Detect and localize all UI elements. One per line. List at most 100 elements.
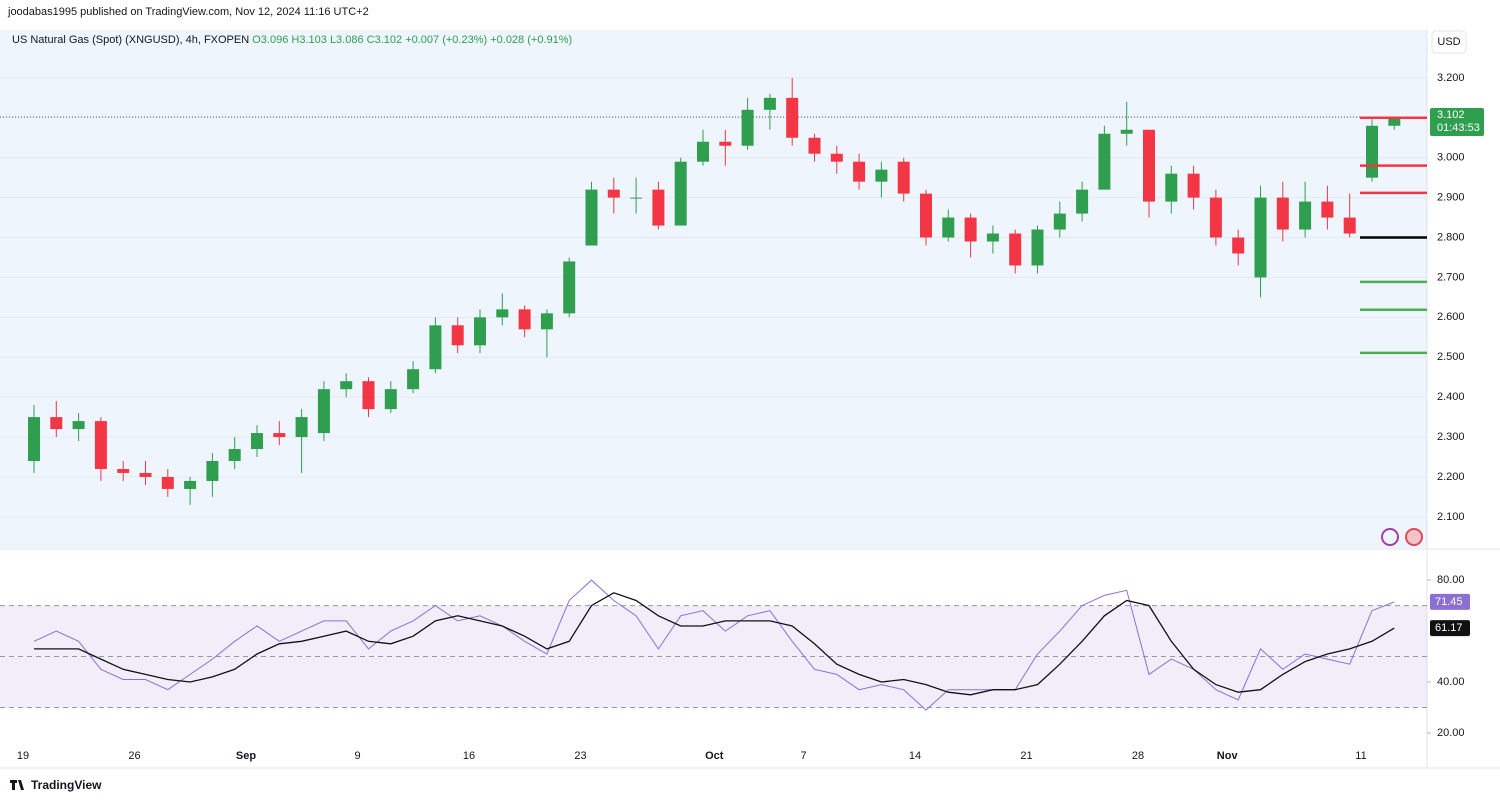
candle-body [920,193,932,238]
candle-body [1098,133,1111,190]
candle-body [384,389,397,410]
last-value-tag [1430,593,1470,610]
published: joodabas1995 published on TradingView.co… [8,6,369,18]
candle-body [28,417,40,462]
candle-body [474,317,486,346]
candle-body [273,433,286,438]
legend: US Natural Gas (Spot) (XNGUSD), 4h, FXOP… [12,34,572,46]
ohlc: C3.102 [366,34,403,46]
countdown: 01:43:53 [1437,122,1480,134]
candle-body [451,325,464,346]
x-tick-label: 19 [17,750,29,762]
candle-body [50,417,63,430]
candle-body [1076,189,1089,214]
rsi-line [33,579,1395,711]
x-tick-label: 28 [1132,750,1144,762]
candle-body [1232,237,1245,254]
event-icon [1381,528,1399,546]
candle-body [1388,116,1401,126]
y-tick-label: 2.400 [1437,391,1465,403]
y-tick-label: 2.800 [1437,231,1465,243]
candle-body [786,97,799,138]
brand-logo [10,780,24,790]
candle-body [674,161,687,226]
x-tick-label: 7 [800,750,806,762]
candle-body [1276,197,1289,230]
x-tick-label: 16 [463,750,475,762]
y-tick-label: 20.00 [1437,727,1465,739]
x-tick-label: Nov [1217,750,1239,762]
candle-body [1120,129,1133,134]
candle-body [1053,213,1066,230]
y-tick-label: 3.200 [1437,72,1465,84]
candle-body [1299,201,1312,230]
candle-body [830,153,843,162]
candle-body [228,449,241,462]
y-tick-label: 3.000 [1437,152,1465,164]
candle-body [1343,217,1356,234]
y-tick-label: 2.700 [1437,271,1465,283]
candle-body [763,97,776,110]
y-tick-label: 2.500 [1437,351,1465,363]
candle-body [540,313,553,330]
x-tick-label: 9 [354,750,360,762]
flag-icon [1405,528,1423,546]
price-pane [0,30,1427,548]
candle-body [741,109,754,146]
candle-body [317,389,330,434]
ohlc: O3.096 [252,34,289,46]
x-tick-label: Sep [236,750,256,762]
y-tick-label: 2.200 [1437,471,1465,483]
candle-body [1009,233,1022,266]
y-tick-label: 2.100 [1437,511,1465,523]
candle-body [808,137,821,154]
candle-body [585,189,598,246]
candle-body [719,141,732,146]
x-tick-label: 26 [128,750,140,762]
candle-body [1187,173,1200,198]
candle-body [1321,201,1334,218]
symbol: US Natural Gas (Spot) (XNGUSD), 4h, FXOP… [12,34,250,46]
candle-body [518,309,531,330]
candle-body [964,217,977,242]
candle-body [875,169,888,182]
candle-body [139,472,152,477]
y-tick-label: 2.300 [1437,431,1465,443]
last-value-tag [1430,620,1470,637]
candle-body [1143,129,1155,202]
rsi-line [34,592,1395,696]
candle-body [942,217,955,238]
y-tick-label: 2.900 [1437,192,1465,204]
candle-body [607,189,620,198]
top-bar [0,0,1500,30]
candle-body [206,461,219,481]
candle-body [340,381,353,390]
y-tick-label: 40.00 [1437,676,1465,688]
ohlc: H3.103 [291,34,327,46]
candle-body [496,309,509,318]
ohlc: L3.086 [329,34,364,46]
last-value: 61.17 [1435,622,1463,634]
candle-body [652,189,665,226]
candle-body [184,480,197,489]
price-tag-value: 3.102 [1437,109,1465,121]
currency: USD [1437,36,1460,48]
change: +0.028 (+0.91%) [490,34,573,46]
y-tick-label: 2.600 [1437,311,1465,323]
candle-body [72,421,85,430]
candle-body [295,417,308,438]
candle-body [986,233,999,242]
currency-button[interactable] [1431,30,1467,54]
candle-body [1165,173,1178,202]
candle-body [1254,197,1267,278]
candle-body [897,161,910,194]
candle-body [117,468,130,473]
last-value: 71.45 [1435,596,1463,608]
candle-body [1209,197,1222,238]
brand: TradingView [31,778,102,792]
candle-body [563,261,576,314]
change: +0.007 (+0.23%) [405,34,488,46]
candle-body [1031,229,1044,266]
candle-body [362,381,375,410]
